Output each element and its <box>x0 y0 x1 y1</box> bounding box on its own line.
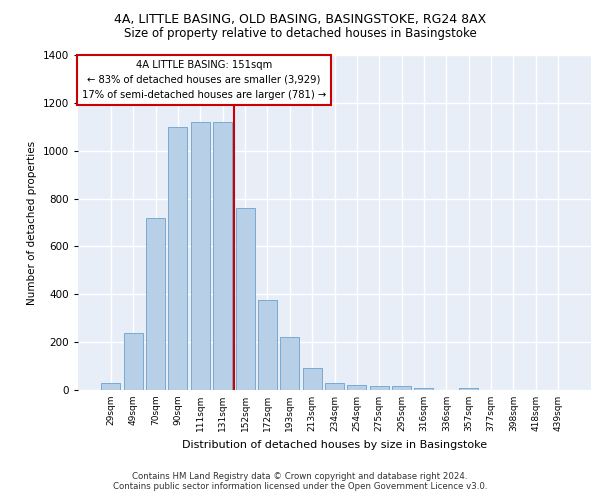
Bar <box>191 122 210 390</box>
Bar <box>459 388 478 390</box>
Bar <box>370 386 389 390</box>
Bar <box>169 127 187 390</box>
Bar <box>302 368 322 390</box>
Bar <box>347 385 367 390</box>
Y-axis label: Number of detached properties: Number of detached properties <box>27 140 37 304</box>
Bar <box>280 338 299 390</box>
Text: Contains public sector information licensed under the Open Government Licence v3: Contains public sector information licen… <box>113 482 487 491</box>
Bar <box>392 386 411 390</box>
Bar <box>415 388 433 390</box>
X-axis label: Distribution of detached houses by size in Basingstoke: Distribution of detached houses by size … <box>182 440 487 450</box>
Text: Size of property relative to detached houses in Basingstoke: Size of property relative to detached ho… <box>124 28 476 40</box>
Text: Contains HM Land Registry data © Crown copyright and database right 2024.: Contains HM Land Registry data © Crown c… <box>132 472 468 481</box>
Bar <box>124 332 143 390</box>
Bar <box>146 218 165 390</box>
Bar <box>101 383 121 390</box>
Bar <box>325 383 344 390</box>
Bar <box>258 300 277 390</box>
Text: 4A LITTLE BASING: 151sqm
← 83% of detached houses are smaller (3,929)
17% of sem: 4A LITTLE BASING: 151sqm ← 83% of detach… <box>82 60 326 100</box>
Text: 4A, LITTLE BASING, OLD BASING, BASINGSTOKE, RG24 8AX: 4A, LITTLE BASING, OLD BASING, BASINGSTO… <box>114 12 486 26</box>
Bar <box>213 122 232 390</box>
Bar <box>236 208 254 390</box>
